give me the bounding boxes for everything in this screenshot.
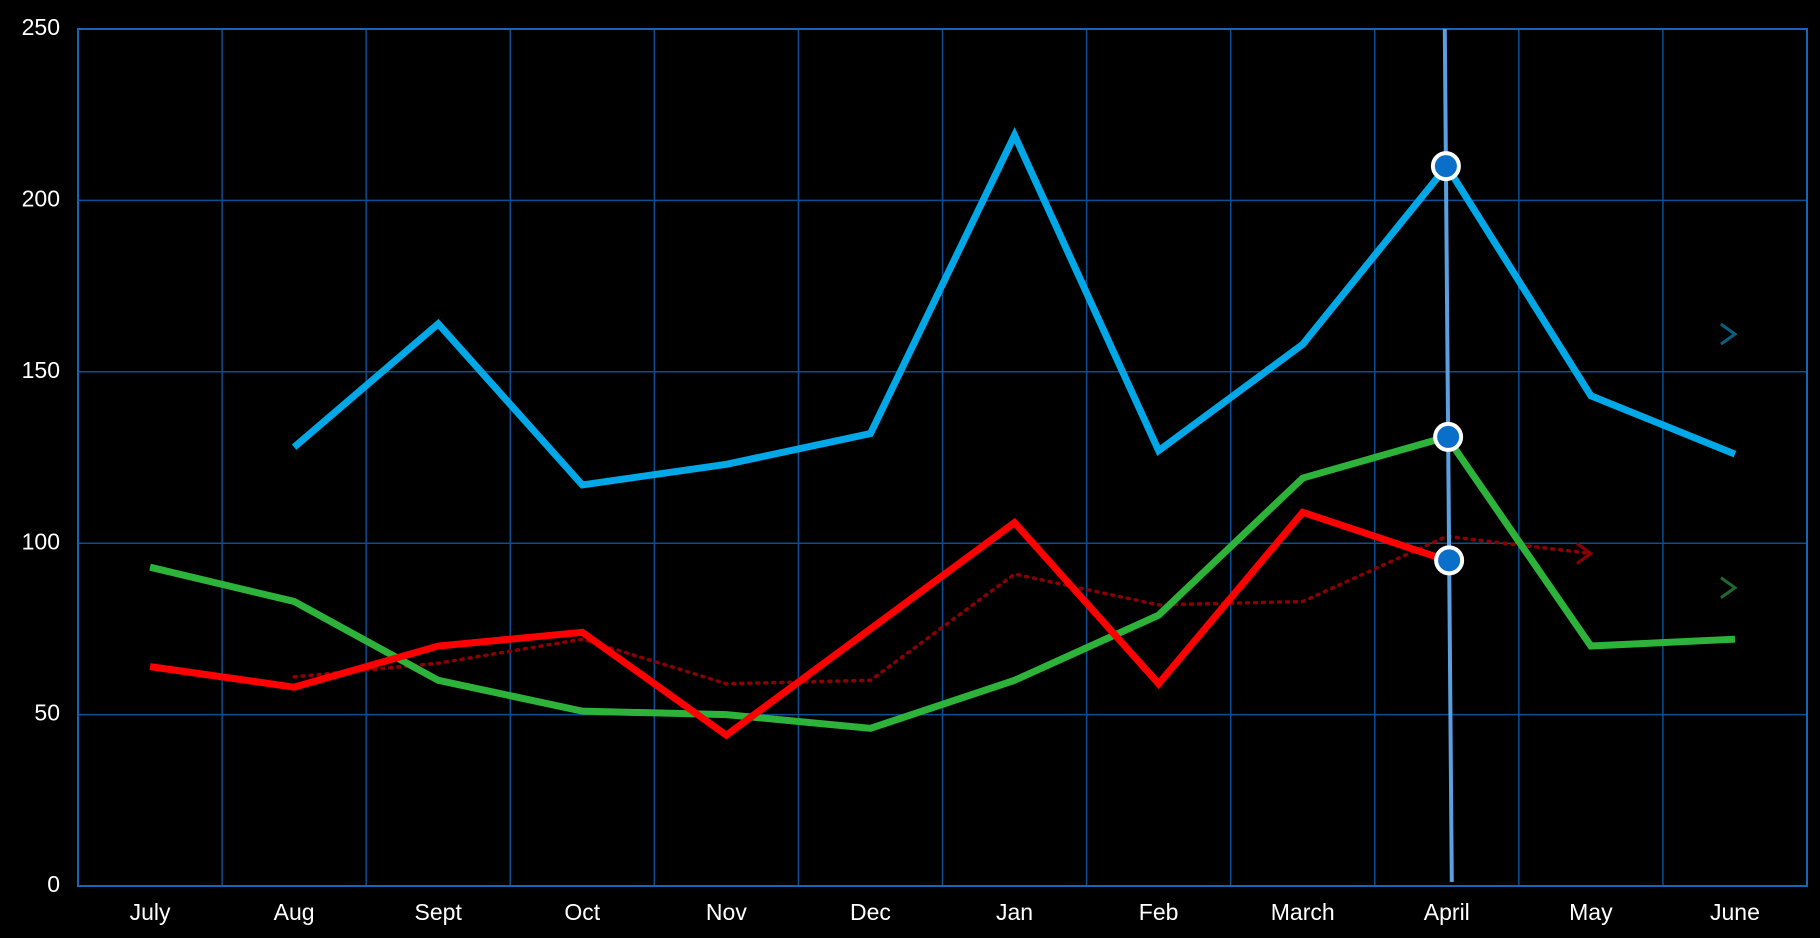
y-tick-label: 100 (22, 528, 60, 554)
trend-arrow (1576, 542, 1594, 565)
trend-arrow (1720, 576, 1738, 599)
series-line (291, 127, 1737, 489)
y-tick-label: 250 (22, 14, 60, 40)
x-tick-label: June (1710, 899, 1760, 925)
x-tick-label: July (130, 899, 171, 925)
cursor-marker (1434, 545, 1465, 576)
trend-line (292, 534, 1593, 686)
x-tick-label: May (1569, 899, 1613, 925)
x-tick-label: Aug (274, 899, 315, 925)
y-tick-label: 0 (47, 871, 60, 897)
trend-arrow (1720, 322, 1738, 346)
x-tick-label: April (1424, 899, 1470, 925)
series-line (149, 432, 1736, 732)
x-tick-label: March (1271, 899, 1335, 925)
x-tick-label: Sept (415, 899, 463, 925)
x-tick-label: Nov (706, 899, 747, 925)
plot-frame (77, 28, 1808, 887)
y-tick-label: 150 (22, 357, 60, 383)
x-tick-label: Jan (996, 899, 1033, 925)
x-tick-label: Feb (1139, 899, 1179, 925)
cursor-marker (1433, 421, 1464, 452)
series-line (149, 508, 1448, 740)
y-tick-label: 50 (34, 700, 60, 726)
x-tick-label: Dec (850, 899, 891, 925)
cursor-marker (1430, 151, 1461, 182)
y-tick-label: 200 (22, 185, 60, 211)
x-tick-label: Oct (564, 899, 600, 925)
